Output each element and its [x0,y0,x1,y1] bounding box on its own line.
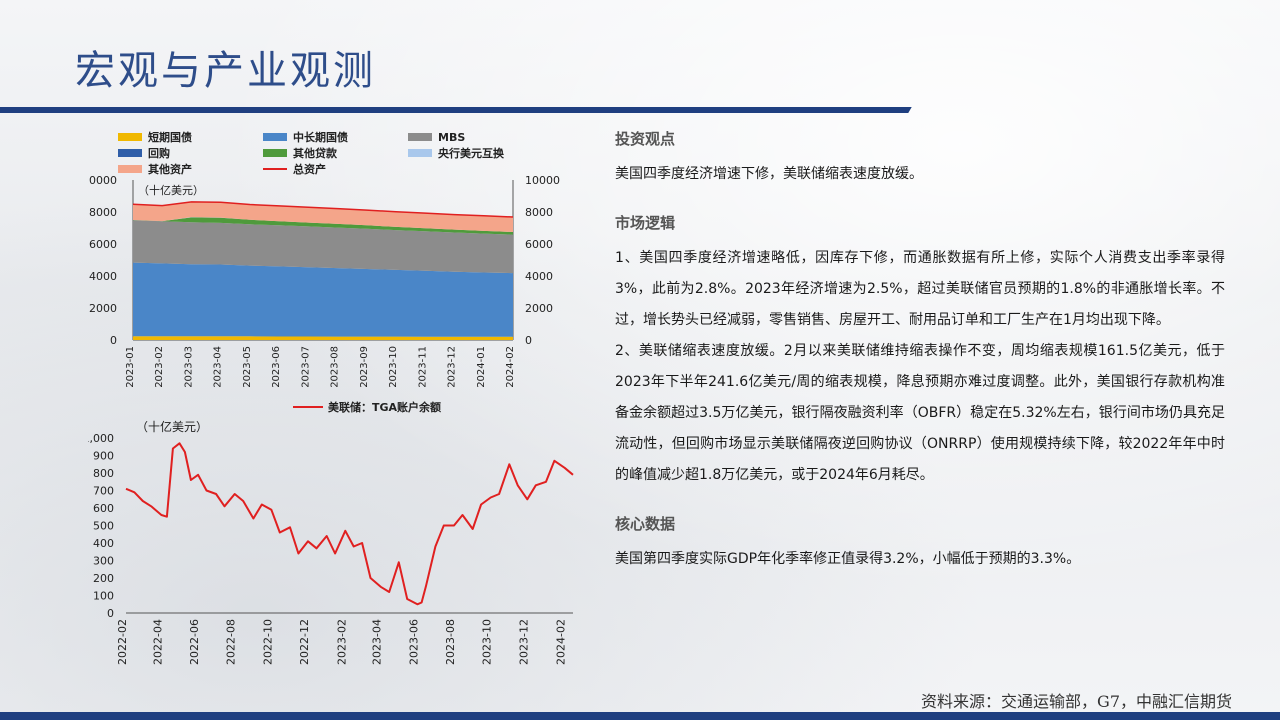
y-tick-label: 300 [93,555,114,568]
unit-label: （十亿美元） [138,183,204,197]
x-tick-label: 2023-12 [517,619,530,665]
x-tick-label: 2023-10 [388,346,399,388]
legend-swatch-5 [408,149,432,157]
legend-label-3: 回购 [148,146,170,160]
legend-swatch-3 [118,149,142,157]
x-tick-label: 2023-04 [371,619,384,665]
section-heading: 投资观点 [615,130,676,148]
x-tick-label: 2024-02 [555,619,568,665]
x-tick-label: 2022-04 [151,619,164,665]
x-tick-label: 2023-11 [417,346,428,388]
legend-label-6: 其他资产 [148,162,192,176]
legend-label-0: 短期国债 [148,130,192,144]
y-tick-label: 1,000 [88,432,114,445]
section-heading: 核心数据 [615,515,676,533]
x-tick-label: 2024-01 [476,346,487,388]
commentary-panel: 投资观点 美国四季度经济增速下修，美联储缩表速度放缓。 市场逻辑 1、美国四季度… [615,128,1225,597]
x-tick-label: 2023-08 [444,619,457,665]
y-tick-label-right: 2000 [525,302,553,315]
section-paragraph: 美国四季度经济增速下修，美联储缩表速度放缓。 [615,166,923,182]
x-tick-label: 2022-06 [188,619,201,665]
y-tick-label: 900 [93,450,114,463]
y-tick-label-right: 0 [525,334,532,347]
y-tick-label-right: 6000 [525,238,553,251]
y-tick-label-left: 10000 [88,174,117,187]
area-series-0 [133,336,513,340]
legend-swatch-4 [263,149,287,157]
area-series-2 [133,220,513,274]
x-tick-label: 2022-10 [261,619,274,665]
x-tick-label: 2023-08 [330,346,341,388]
legend-label-5: 央行美元互换 [438,146,505,160]
x-tick-label: 2023-04 [213,346,224,388]
legend-label-1: 中长期国债 [293,130,348,144]
tga-balance-line [125,442,574,606]
x-tick-label: 2022-08 [225,619,238,665]
section-paragraph: 美国第四季度实际GDP年化季率修正值录得3.2%，小幅低于预期的3.3%。 [615,551,1081,567]
y-tick-label: 600 [93,502,114,515]
bottom-bar [0,712,1280,720]
y-tick-label: 800 [93,467,114,480]
section-heading: 市场逻辑 [615,214,676,232]
legend-swatch-0 [118,133,142,141]
legend-swatch-1 [263,133,287,141]
y-tick-label: 700 [93,485,114,498]
page-title: 宏观与产业观测 [75,48,376,94]
y-tick-label-right: 8000 [525,206,553,219]
title-underline [0,104,915,116]
y-tick-label: 100 [93,590,114,603]
x-tick-label: 2023-10 [481,619,494,665]
section-core-data: 核心数据 美国第四季度实际GDP年化季率修正值录得3.2%，小幅低于预期的3.3… [615,513,1225,575]
y-tick-label-left: 4000 [89,270,117,283]
section-market-logic: 市场逻辑 1、美国四季度经济增速略低，因库存下修，而通胀数据有所上修，实际个人消… [615,212,1225,491]
y-tick-label-right: 4000 [525,270,553,283]
x-tick-label: 2024-02 [505,346,516,388]
y-tick-label: 500 [93,520,114,533]
x-tick-label: 2023-05 [242,346,253,388]
section-paragraph: 2、美联储缩表速度放缓。2月以来美联储维持缩表操作不变，周均缩表规模161.5亿… [615,343,1225,483]
y-tick-label-left: 2000 [89,302,117,315]
x-tick-label: 2023-02 [154,346,165,388]
x-tick-label: 2023-01 [125,346,136,388]
section-paragraph: 1、美国四季度经济增速略低，因库存下修，而通胀数据有所上修，实际个人消费支出季率… [615,250,1225,328]
x-tick-label: 2023-03 [183,346,194,388]
x-tick-label: 2023-06 [407,619,420,665]
legend-swatch-6 [118,165,142,173]
x-tick-label: 2023-09 [359,346,370,388]
x-tick-label: 2023-02 [335,619,348,665]
y-tick-label-left: 8000 [89,206,117,219]
section-investment-view: 投资观点 美国四季度经济增速下修，美联储缩表速度放缓。 [615,128,1225,190]
area-series-4 [133,217,513,235]
x-tick-label: 2023-06 [271,346,282,388]
total-assets-line [132,201,514,218]
x-tick-label: 2022-12 [298,619,311,665]
x-tick-label: 2022-02 [116,619,129,665]
y-tick-label-left: 6000 [89,238,117,251]
tga-balance-chart: 美联储：TGA账户余额 （十亿美元） 0 100 200 300 400 500 600 700 8… [88,400,574,665]
legend-swatch-2 [408,133,432,141]
y-tick-label: 400 [93,537,114,550]
legend-label-4: 其他贷款 [293,146,338,160]
area-series-1 [133,262,513,337]
x-tick-label: 2023-07 [300,346,311,388]
x-tick-label: 2023-12 [447,346,458,388]
source-note: 资料来源：交通运输部，G7，中融汇信期货 [921,692,1232,711]
legend-label-7: 总资产 [293,162,326,176]
unit-label: （十亿美元） [136,419,208,434]
chart-title: 美联储：TGA账户余额 [328,400,441,414]
y-tick-label-left: 0 [110,334,117,347]
y-tick-label: 0 [107,607,114,620]
y-tick-label: 200 [93,572,114,585]
legend-label-2: MBS [438,131,465,144]
area-series-6 [133,201,513,232]
y-tick-label-right: 10000 [525,174,560,187]
